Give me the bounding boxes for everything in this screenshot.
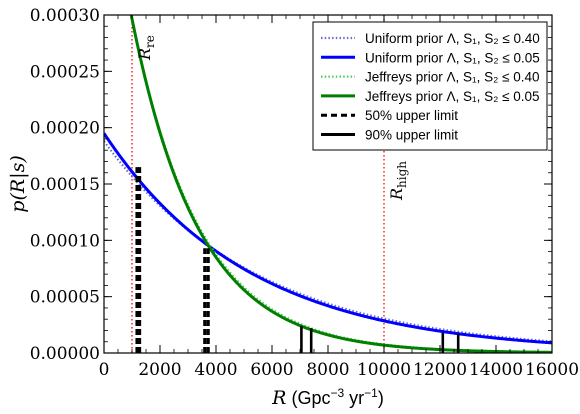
legend-entry-1: Uniform prior Λ, S₁, S₂ ≤ 0.05 (365, 50, 540, 65)
x-tick-label-6: 12000 (413, 360, 467, 380)
y-tick-label-1: 0.00005 (30, 288, 100, 308)
series-line-0 (104, 140, 552, 343)
legend-box (312, 21, 548, 151)
plot-area (104, 15, 552, 353)
x-tick-label-1: 2000 (138, 360, 181, 380)
x-tick-label-2: 4000 (194, 360, 237, 380)
legend-entry-4: 50% upper limit (365, 108, 458, 123)
y-tick-label-0: 0.00000 (30, 344, 100, 364)
series-line-3 (129, 15, 552, 353)
legend: Uniform prior Λ, S₁, S₂ ≤ 0.40 Uniform pr… (312, 21, 548, 151)
x-tick-label-4: 8000 (306, 360, 349, 380)
y-tick-label-4: 0.00020 (30, 119, 100, 139)
legend-entry-5: 90% upper limit (365, 128, 458, 143)
y-tick-label-6: 0.00030 (30, 6, 100, 26)
x-tick-label-0: 0 (99, 360, 110, 380)
legend-entry-0: Uniform prior Λ, S₁, S₂ ≤ 0.40 (365, 31, 540, 46)
y-axis-label: p(R|s) (7, 155, 29, 212)
axes: 0 2000 4000 6000 8000 10000 12000 14000 16000 0.0… (7, 6, 579, 409)
reference-line-label-0: Rre (135, 35, 157, 61)
x-tick-label-8: 16000 (525, 360, 579, 380)
x-axis-label: R (Gpc−3 yr−1) (271, 386, 384, 409)
y-tick-label-5: 0.00025 (30, 62, 100, 82)
legend-entry-3: Jeffreys prior Λ, S₁, S₂ ≤ 0.05 (365, 89, 540, 104)
y-tick-label-3: 0.00015 (30, 175, 100, 195)
legend-entry-2: Jeffreys prior Λ, S₁, S₂ ≤ 0.40 (365, 70, 540, 85)
x-tick-label-5: 10000 (357, 360, 411, 380)
x-tick-label-3: 6000 (250, 360, 293, 380)
reference-line-label-1: Rhigh (387, 161, 409, 201)
x-tick-label-7: 14000 (469, 360, 523, 380)
series-line-1 (104, 132, 552, 345)
y-tick-label-2: 0.00010 (30, 231, 100, 251)
